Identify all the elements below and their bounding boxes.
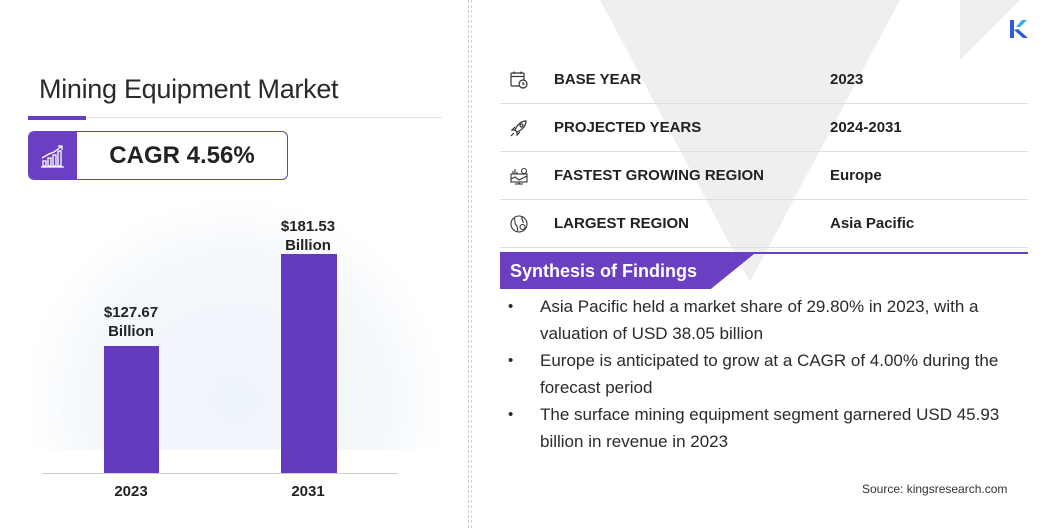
background-triangle [600, 0, 900, 282]
growth-chart-icon [29, 132, 77, 179]
info-row-fastest-growing-region: FASTEST GROWING REGION Europe [500, 152, 1028, 200]
title-accent-bar [28, 116, 86, 120]
finding-item: Asia Pacific held a market share of 29.8… [508, 293, 1028, 347]
bar-value: $127.67 [103, 304, 159, 321]
region-growth-icon [510, 167, 528, 185]
section-divider [471, 0, 472, 528]
synthesis-title: Synthesis of Findings [510, 261, 698, 281]
bar-2023 [104, 346, 159, 473]
rocket-icon [510, 120, 527, 137]
cagr-value: CAGR 4.56% [109, 141, 255, 169]
bar-value: $181.53 [280, 218, 336, 235]
findings-list: Asia Pacific held a market share of 29.8… [508, 293, 1028, 455]
source-credit: Source: kingsresearch.com [862, 482, 1008, 496]
section-divider [468, 0, 469, 528]
x-axis [42, 473, 398, 474]
info-value: Asia Pacific [830, 215, 915, 232]
finding-item: Europe is anticipated to grow at a CAGR … [508, 347, 1028, 401]
page-title: Mining Equipment Market [39, 74, 339, 104]
bar-unit: Billion [285, 237, 331, 254]
bar-2031 [281, 254, 337, 473]
cagr-badge: CAGR 4.56% [28, 131, 288, 180]
finding-item: The surface mining equipment segment gar… [508, 401, 1028, 455]
info-value: 2024-2031 [830, 119, 902, 136]
info-label: PROJECTED YEARS [554, 119, 702, 136]
globe-background [28, 200, 443, 450]
bar-value-label-2031: $181.53 Billion [253, 217, 363, 255]
info-value: Europe [830, 167, 882, 184]
info-label: FASTEST GROWING REGION [554, 167, 765, 184]
globe-icon [510, 215, 528, 233]
calendar-clock-icon [510, 71, 528, 89]
info-row-largest-region: LARGEST REGION Asia Pacific [500, 200, 1028, 248]
info-label: BASE YEAR [554, 71, 642, 88]
synthesis-divider [500, 252, 1028, 254]
synthesis-banner [500, 254, 754, 289]
bar-unit: Billion [108, 323, 154, 340]
info-value: 2023 [830, 71, 864, 88]
info-row-projected-years: PROJECTED YEARS 2024-2031 [500, 104, 1028, 152]
bar-value-label-2023: $127.67 Billion [76, 303, 186, 341]
info-label: LARGEST REGION [554, 215, 690, 232]
x-tick-2023: 2023 [114, 483, 148, 500]
kings-research-logo-icon [1010, 20, 1028, 38]
title-underline [28, 117, 442, 118]
info-row-base-year: BASE YEAR 2023 [500, 56, 1028, 104]
x-tick-2031: 2031 [291, 483, 325, 500]
